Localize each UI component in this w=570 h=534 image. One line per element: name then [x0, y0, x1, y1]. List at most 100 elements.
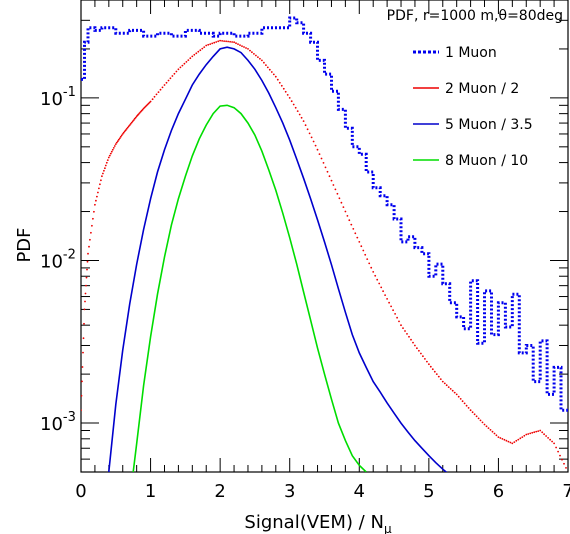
series-point-2-muon — [87, 252, 89, 255]
x-tick-label: 7 — [562, 481, 570, 502]
series-point-2-muon — [292, 103, 295, 106]
series-point-2-muon — [221, 40, 224, 42]
series-point-2-muon — [272, 73, 275, 76]
series-point-2-muon — [469, 409, 472, 412]
series-point-2-muon — [332, 184, 335, 186]
series-point-2-muon — [453, 391, 456, 394]
series-point-2-muon — [428, 363, 430, 366]
series-point-2-muon — [408, 335, 410, 338]
y-axis-title: PDF — [14, 227, 35, 262]
series-point-2-muon — [521, 436, 524, 438]
series-point-2-muon — [95, 199, 97, 202]
series-point-2-muon — [155, 93, 158, 96]
series-point-2-muon — [151, 98, 154, 101]
series-point-2-muon — [133, 117, 136, 120]
legend-label-4: 8 Muon / 10 — [445, 153, 528, 169]
series-point-2-muon — [284, 90, 287, 93]
series-point-2-muon — [533, 431, 536, 434]
series-point-2-muon — [541, 431, 544, 434]
series-point-2-muon — [125, 127, 128, 130]
series-point-2-muon — [435, 373, 438, 375]
series-point-2-muon — [481, 421, 484, 424]
series-point-2-muon — [123, 130, 126, 133]
series-point-2-muon — [531, 431, 534, 434]
series-point-2-muon — [537, 430, 540, 432]
series-point-2-muon — [535, 430, 538, 433]
legend-label-1: 1 Muon — [445, 45, 497, 61]
series-point-2-muon — [120, 134, 123, 137]
series-point-2-muon — [257, 56, 259, 58]
series-point-2-muon — [507, 440, 510, 443]
series-point-2-muon — [380, 286, 383, 289]
series-point-2-muon — [97, 191, 99, 194]
series-point-2-muon — [191, 55, 194, 58]
series-point-2-muon — [134, 116, 137, 119]
series-point-2-muon — [336, 192, 339, 195]
series-point-2-muon — [241, 45, 243, 47]
series-point-2-muon — [159, 88, 162, 91]
series-point-2-muon — [374, 274, 377, 277]
series-point-2-muon — [422, 355, 424, 358]
series-point-2-muon — [99, 183, 101, 186]
series-point-2-muon — [203, 46, 206, 48]
series-point-2-muon — [101, 175, 103, 178]
series-3 — [108, 46, 448, 472]
series-point-2-muon — [189, 57, 192, 60]
series-point-2-muon — [414, 344, 416, 347]
series-point-2-muon — [253, 53, 255, 55]
series-point-2-muon — [114, 143, 117, 146]
series-point-2-muon — [406, 333, 408, 335]
series-point-2-muon — [298, 113, 301, 116]
series-point-2-muon — [249, 49, 251, 52]
axis-ticks — [80, 0, 569, 473]
legend-label-2: 2 Muon / 2 — [445, 81, 519, 97]
series-point-2-muon — [334, 188, 337, 191]
series-point-2-muon — [543, 433, 545, 436]
series-point-2-muon — [513, 441, 516, 443]
series-point-2-muon — [219, 39, 222, 42]
series-point-2-muon — [461, 400, 464, 403]
series-point-2-muon — [88, 245, 90, 248]
legend-label-3: 5 Muon / 3.5 — [445, 117, 533, 133]
series-point-2-muon — [493, 432, 496, 435]
series-point-2-muon — [384, 294, 386, 296]
series-point-2-muon — [199, 49, 202, 52]
series-point-2-muon — [390, 305, 392, 308]
series-point-2-muon — [108, 154, 111, 157]
series-point-2-muon — [372, 271, 375, 273]
series-point-2-muon — [557, 450, 559, 453]
series-point-2-muon — [85, 284, 87, 287]
series-point-2-muon — [314, 144, 317, 147]
series-point-2-muon — [126, 126, 129, 129]
series-point-2-muon — [322, 162, 325, 164]
y-tick-label: 10-2 — [40, 247, 76, 272]
series-point-2-muon — [459, 398, 462, 400]
series-point-2-muon — [429, 365, 432, 368]
series-point-2-muon — [310, 136, 313, 139]
x-tick-label: 1 — [145, 481, 156, 502]
series-point-2-muon — [529, 432, 532, 435]
series-point-2-muon — [294, 106, 297, 109]
series-point-2-muon — [463, 402, 466, 405]
series-point-2-muon — [360, 245, 363, 248]
series-point-2-muon — [348, 219, 351, 222]
series-point-2-muon — [398, 320, 400, 323]
series-point-2-muon — [306, 128, 309, 131]
series-point-2-muon — [318, 153, 321, 156]
series-point-2-muon — [81, 409, 82, 412]
series-line-4 — [132, 104, 367, 472]
series-point-2-muon — [229, 40, 232, 43]
series-point-2-muon — [382, 290, 384, 293]
series-point-2-muon — [352, 228, 355, 230]
series-point-2-muon — [354, 232, 357, 235]
series-point-2-muon — [104, 164, 107, 167]
series-point-2-muon — [225, 40, 228, 43]
series-point-2-muon — [109, 152, 112, 155]
series-point-2-muon — [83, 308, 86, 311]
series-point-2-muon — [404, 330, 406, 332]
series-point-2-muon — [559, 454, 561, 457]
series-point-2-muon — [483, 423, 486, 426]
series-point-2-muon — [362, 249, 365, 252]
series-point-2-muon — [370, 266, 373, 269]
series-point-2-muon — [386, 298, 388, 300]
